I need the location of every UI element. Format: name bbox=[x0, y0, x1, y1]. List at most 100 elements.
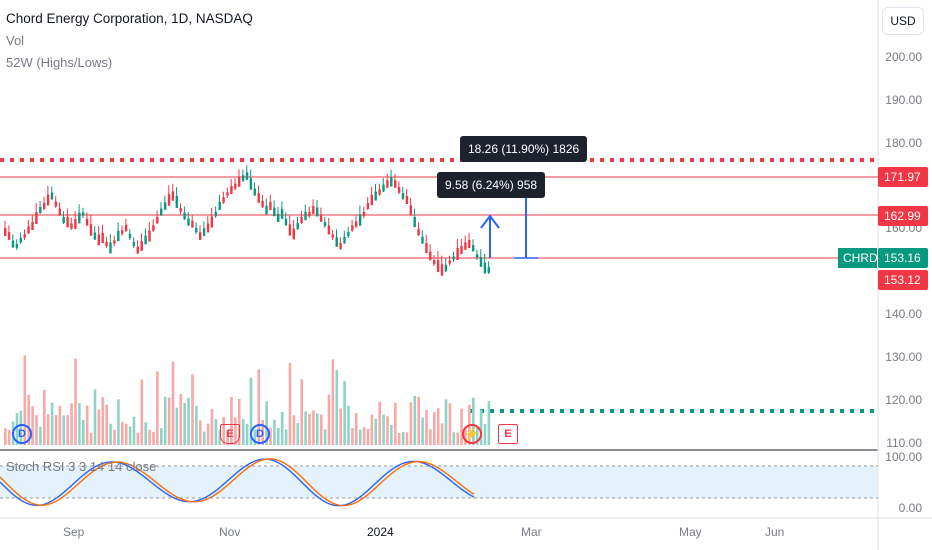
candle-body bbox=[378, 189, 381, 195]
candle-body bbox=[417, 228, 420, 236]
measure-box-small[interactable]: 9.58 (6.24%) 958 bbox=[437, 172, 546, 198]
volume-bar bbox=[191, 374, 194, 445]
volume-bar bbox=[257, 369, 261, 445]
volume-bar bbox=[460, 408, 463, 445]
candle-body bbox=[156, 216, 159, 224]
volume-bar bbox=[202, 431, 206, 445]
candle-body bbox=[245, 172, 249, 180]
currency-button[interactable]: USD bbox=[882, 7, 924, 35]
earnings-marker[interactable]: E bbox=[220, 424, 240, 444]
volume-bar bbox=[58, 405, 62, 445]
volume-bar bbox=[136, 432, 140, 445]
candle-body bbox=[50, 192, 54, 200]
measure-box-large[interactable]: 18.26 (11.90%) 1826 bbox=[460, 136, 588, 162]
volume-bar bbox=[35, 415, 38, 445]
candle-body bbox=[202, 228, 206, 236]
volume-bar bbox=[288, 362, 292, 445]
candle-body bbox=[269, 201, 272, 211]
price-tick: 130.00 bbox=[885, 350, 922, 364]
candle-body bbox=[199, 232, 202, 240]
volume-bar bbox=[50, 402, 54, 445]
volume-bar bbox=[105, 404, 108, 445]
time-tick: 2024 bbox=[367, 525, 394, 539]
price-label-153: 153.12 bbox=[878, 270, 928, 290]
candle-body bbox=[226, 192, 229, 196]
measure-arrowhead-small bbox=[480, 214, 500, 229]
candle-body bbox=[425, 242, 428, 254]
volume-bar bbox=[46, 414, 50, 445]
symbol-title: Chord Energy Corporation, 1D, NASDAQ bbox=[6, 11, 253, 26]
volume-bar bbox=[109, 423, 112, 445]
candle-body bbox=[210, 216, 214, 228]
candle-body bbox=[296, 222, 299, 230]
volume-bar bbox=[343, 381, 346, 445]
volume-bar bbox=[148, 429, 151, 445]
flash-event-icon[interactable]: ⚡ bbox=[462, 424, 482, 444]
dividend-marker[interactable]: D bbox=[250, 424, 270, 444]
stoch-label[interactable]: Stoch RSI 3 3 14 14 close bbox=[6, 459, 157, 474]
candle-body bbox=[121, 230, 124, 234]
candle-body bbox=[54, 201, 58, 207]
volume-bar bbox=[128, 426, 132, 445]
candle-body bbox=[19, 237, 22, 243]
candle-body bbox=[265, 205, 268, 215]
volume-bar bbox=[183, 402, 186, 445]
volume-bar bbox=[304, 411, 307, 445]
stoch-k-line bbox=[0, 458, 475, 507]
indicator-label[interactable]: 52W (Highs/Lows) bbox=[6, 55, 113, 70]
volume-bar bbox=[335, 370, 339, 445]
candle-body bbox=[183, 212, 186, 220]
candle-body bbox=[35, 212, 38, 224]
candle-body bbox=[222, 197, 225, 203]
volume-bar bbox=[280, 411, 284, 445]
volume-bar bbox=[319, 414, 323, 445]
candle-body bbox=[394, 180, 397, 188]
volume-bar bbox=[358, 429, 362, 445]
candle-body bbox=[249, 178, 253, 190]
earnings-marker[interactable]: E bbox=[498, 424, 518, 444]
candle-body bbox=[101, 232, 104, 244]
volume-bar bbox=[23, 355, 27, 445]
volume-bar bbox=[218, 429, 222, 445]
candle-body bbox=[277, 213, 280, 223]
candle-body bbox=[191, 220, 194, 228]
volume-bar bbox=[421, 417, 424, 445]
volume-bar bbox=[156, 371, 159, 445]
volume-bar bbox=[366, 428, 370, 445]
candle-body bbox=[187, 218, 190, 226]
ticker-badge[interactable]: CHRD bbox=[838, 248, 878, 268]
volume-bar bbox=[238, 398, 241, 445]
volume-bar bbox=[241, 419, 245, 445]
volume-bar bbox=[362, 427, 366, 445]
candle-body bbox=[15, 244, 19, 248]
candle-body bbox=[464, 242, 467, 250]
volume-bar bbox=[436, 408, 440, 445]
candle-body bbox=[113, 240, 116, 244]
candle-body bbox=[284, 218, 288, 226]
candle-body bbox=[132, 242, 136, 246]
candle-body bbox=[261, 200, 264, 208]
candle-body bbox=[105, 241, 108, 247]
dividend-marker[interactable]: D bbox=[12, 424, 32, 444]
stoch-d-line bbox=[0, 458, 475, 507]
price-tick: 140.00 bbox=[885, 307, 922, 321]
volume-bar bbox=[31, 406, 34, 445]
candle-body bbox=[323, 222, 327, 226]
candle-body bbox=[386, 180, 389, 188]
volume-bar bbox=[70, 403, 73, 445]
volume-bar bbox=[152, 431, 155, 445]
candle-body bbox=[347, 231, 350, 237]
candle-body bbox=[448, 260, 451, 264]
candle-body bbox=[62, 217, 65, 223]
volume-bar bbox=[62, 415, 66, 445]
time-tick: Mar bbox=[521, 525, 542, 539]
candle-body bbox=[140, 241, 143, 251]
volume-bar bbox=[374, 418, 378, 445]
volume-bar bbox=[175, 407, 179, 445]
volume-bar bbox=[4, 428, 7, 445]
volume-label[interactable]: Vol bbox=[6, 33, 25, 48]
volume-bar bbox=[452, 432, 456, 445]
candle-body bbox=[366, 203, 370, 209]
candle-body bbox=[292, 228, 295, 240]
